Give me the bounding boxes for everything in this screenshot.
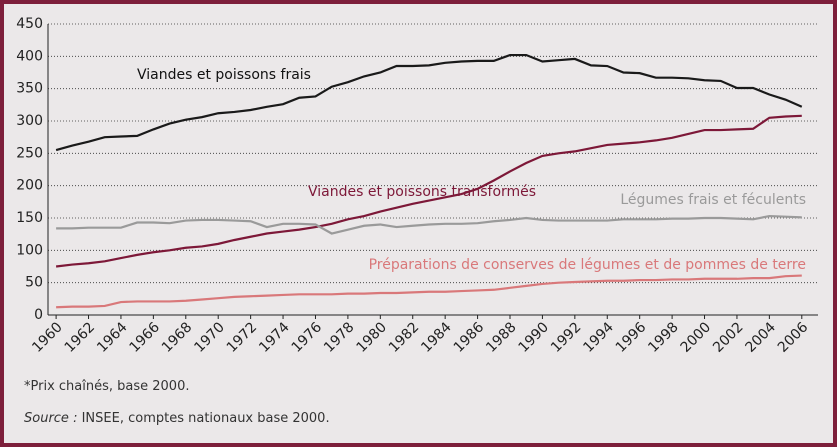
- y-tick-label: 200: [16, 178, 43, 194]
- y-tick-label: 250: [16, 145, 43, 161]
- source: Source : INSEE, comptes nationaux base 2…: [24, 411, 330, 426]
- series-line: [55, 114, 802, 268]
- x-tick-label: 1994: [580, 319, 617, 356]
- series-line: [56, 274, 802, 309]
- series-label: Viandes et poissons transformés: [308, 184, 536, 200]
- x-tick-label: 1982: [386, 319, 423, 356]
- x-tick-label: 2002: [710, 319, 747, 356]
- y-tick-label: 50: [25, 275, 43, 291]
- x-tick-label: 1980: [353, 319, 390, 356]
- series-line: [56, 214, 802, 235]
- source-text: INSEE, comptes nationaux base 2000.: [81, 411, 330, 426]
- x-tick-label: 2000: [678, 319, 715, 356]
- x-tick-label: 1970: [191, 319, 228, 356]
- x-tick-label: 1996: [613, 319, 650, 356]
- footnote: *Prix chaînés, base 2000.: [24, 379, 190, 394]
- x-tick-label: 1986: [451, 319, 488, 356]
- x-tick-label: 1976: [289, 319, 326, 356]
- y-tick-label: 400: [16, 48, 43, 64]
- source-label: Source :: [24, 411, 78, 426]
- x-tick-label: 1966: [127, 319, 164, 356]
- x-tick-label: 2006: [775, 319, 812, 356]
- x-tick-label: 1974: [256, 319, 293, 356]
- x-tick-label: 1972: [224, 319, 261, 356]
- series-label: Préparations de conserves de légumes et …: [369, 257, 806, 273]
- y-tick-label: 300: [16, 113, 43, 129]
- x-tick-label: 1992: [548, 319, 585, 356]
- x-tick-label: 1964: [94, 319, 131, 356]
- y-tick-label: 0: [34, 307, 43, 323]
- y-tick-label: 450: [16, 16, 43, 32]
- x-tick-label: 1990: [516, 319, 553, 356]
- y-tick-label: 100: [16, 242, 43, 258]
- x-tick-label: 2004: [743, 319, 780, 356]
- series-label: Viandes et poissons frais: [137, 67, 311, 83]
- x-tick-label: 1960: [29, 319, 66, 356]
- y-tick-label: 150: [16, 210, 43, 226]
- series-label: Légumes frais et féculents: [620, 192, 806, 208]
- x-tick-label: 1968: [159, 319, 196, 356]
- x-tick-label: 1998: [645, 319, 682, 356]
- x-tick-label: 1978: [321, 319, 358, 356]
- y-tick-label: 350: [16, 81, 43, 97]
- x-tick-label: 1984: [418, 319, 455, 356]
- x-tick-label: 1988: [483, 319, 520, 356]
- series-line: [55, 53, 803, 152]
- x-tick-label: 1962: [62, 319, 99, 356]
- chart: 0501001502002503003504004501960196219641…: [16, 16, 818, 356]
